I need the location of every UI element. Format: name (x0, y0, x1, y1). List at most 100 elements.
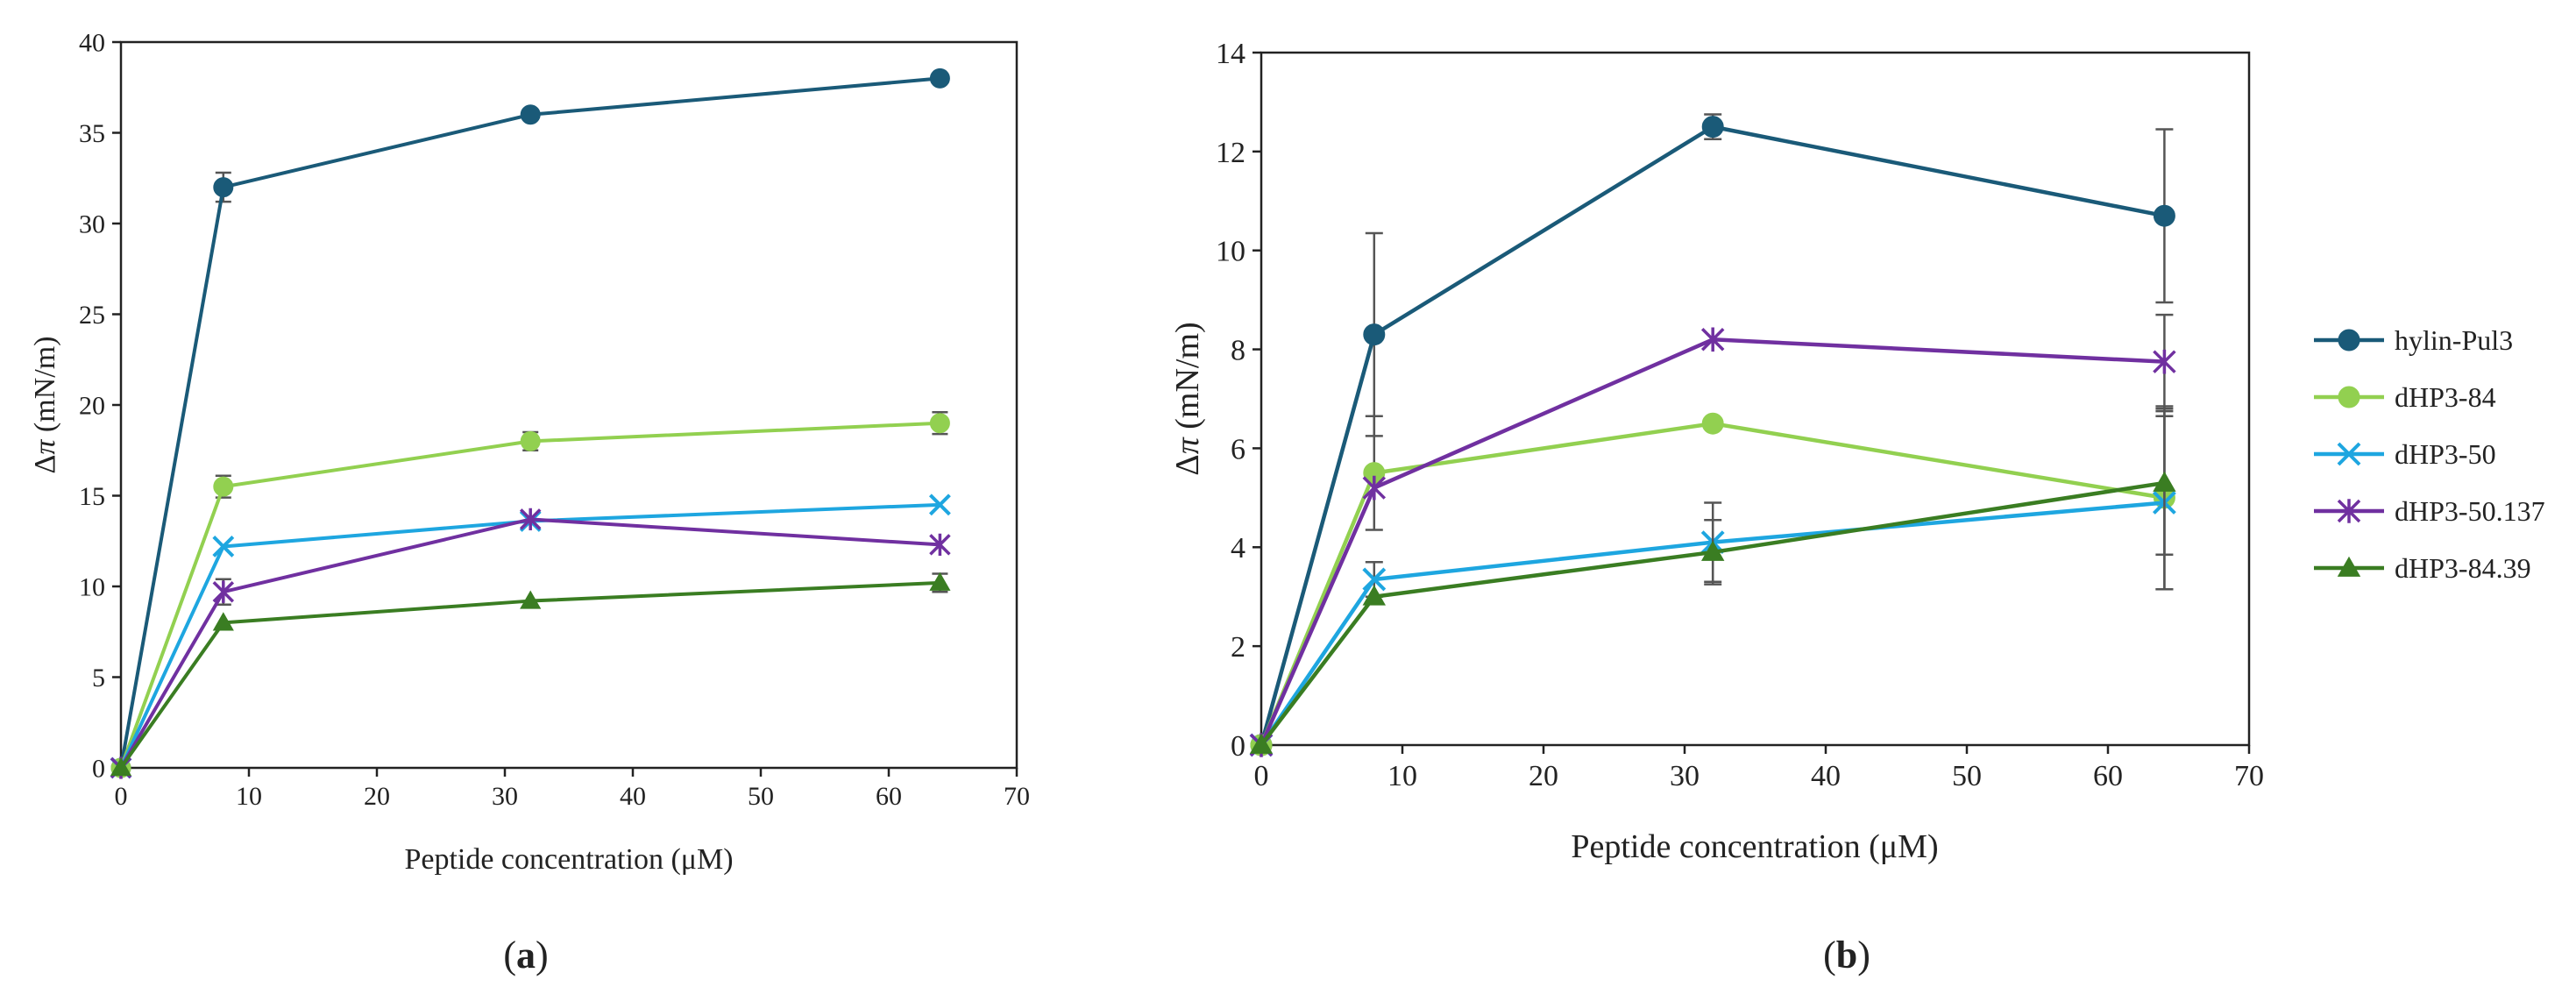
y-axis-label-pi-b: π (1169, 437, 1206, 454)
y-axis-label-pi-a: π (29, 439, 61, 455)
data-point-marker (213, 476, 234, 497)
y-tick-label: 6 (1231, 433, 1245, 465)
series-line (119, 517, 940, 770)
legend-item: dHP3-50 (2314, 438, 2496, 470)
chart-panel-b: 0 10 20 30 40 50 60 70 0 2 4 6 8 10 12 14 Peptide conce… (1169, 38, 2264, 976)
data-point-marker (929, 67, 950, 89)
x-tick-label: 40 (1811, 760, 1841, 792)
data-point-marker (2153, 204, 2175, 227)
data-point-marker (1362, 475, 1387, 501)
y-tick-label: 25 (79, 301, 105, 330)
data-point-marker (928, 494, 951, 516)
legend-label: dHP3-50 (2395, 438, 2496, 470)
data-point-marker (110, 756, 132, 777)
y-tick-label: 40 (79, 29, 105, 58)
series-line (119, 502, 940, 769)
legend-label: dHP3-84 (2395, 381, 2496, 413)
axis-ticks-a: 0 10 20 30 40 50 60 70 0 5 10 15 20 25 30 35 40 (79, 29, 1030, 812)
data-point-marker (2153, 471, 2176, 492)
y-tick-label: 0 (1231, 730, 1245, 763)
series-hylin-Pul3 (1250, 113, 2175, 756)
x-tick-label: 30 (1670, 760, 1700, 792)
data-point-marker (929, 413, 950, 434)
y-axis-label-a: Δπ (mN/m) (29, 337, 61, 474)
y-axis-label-b: Δπ (mN/m) (1169, 322, 1206, 475)
data-point-marker (1700, 327, 1725, 352)
plot-area-frame-a (119, 40, 1018, 770)
data-point-marker (1362, 567, 1387, 592)
data-point-marker (1363, 323, 1386, 346)
y-tick-label: 30 (79, 210, 105, 239)
x-axis-label-a: Peptide concentration (μM) (404, 843, 733, 876)
y-tick-label: 10 (1216, 236, 1245, 268)
data-point-marker (1362, 585, 1386, 606)
y-axis-label-delta-b: Δ (1169, 454, 1206, 475)
series-line (1259, 337, 2165, 746)
legend-swatch-marker (2338, 386, 2360, 408)
x-tick-label: 50 (1952, 760, 1982, 792)
legend-item: hylin-Pul3 (2314, 324, 2513, 356)
y-tick-label: 15 (79, 482, 105, 511)
series-hylin-Pul3 (110, 67, 950, 778)
series-group-a (110, 67, 951, 779)
data-point-marker (1701, 412, 1724, 435)
data-point-marker (519, 508, 542, 531)
series-line (1260, 480, 2165, 747)
series-dHP3-84.39 (110, 572, 951, 777)
y-tick-label: 2 (1231, 631, 1245, 664)
x-tick-label: 0 (115, 782, 128, 811)
data-point-marker (929, 572, 951, 591)
axis-ticks-b: 0 10 20 30 40 50 60 70 0 2 4 6 8 10 12 14 (1216, 38, 2264, 792)
series-line (1260, 501, 2165, 747)
data-point-marker (213, 177, 234, 198)
y-tick-label: 5 (92, 664, 105, 692)
x-tick-label: 0 (1254, 760, 1269, 792)
legend-label: dHP3-84.39 (2395, 552, 2531, 584)
x-tick-label: 70 (1004, 782, 1030, 811)
data-point-marker (929, 533, 951, 557)
x-tick-label: 30 (492, 782, 518, 811)
x-tick-label: 10 (1387, 760, 1417, 792)
series-dHP3-84.39 (1249, 409, 2176, 754)
y-axis-label-delta-a: Δ (29, 455, 61, 474)
y-axis-label-unit-b: (mN/m) (1169, 322, 1206, 437)
chart-panel-a: 0 10 20 30 40 50 60 70 0 5 10 15 20 25 30 35 40 Peptide … (29, 29, 1030, 977)
y-tick-label: 0 (92, 755, 105, 784)
x-tick-label: 50 (748, 782, 774, 811)
series-group-b (1249, 113, 2176, 757)
x-tick-label: 60 (2093, 760, 2123, 792)
x-tick-label: 70 (2234, 760, 2264, 792)
legend-swatch-marker (2337, 556, 2361, 577)
legend-item: dHP3-84 (2314, 381, 2496, 413)
panel-label-b-letter: b (1836, 934, 1857, 976)
panel-label-b-open: ( (1823, 934, 1836, 976)
series-line (1259, 421, 2165, 746)
data-point-marker (520, 590, 542, 609)
x-axis-label-b: Peptide concentration (μM) (1571, 828, 1938, 865)
legend-label: hylin-Pul3 (2395, 324, 2513, 356)
data-point-marker (1701, 116, 1724, 138)
data-point-marker (212, 580, 235, 603)
panel-label-a-letter: a (516, 934, 536, 976)
data-point-marker (520, 104, 541, 125)
legend-swatch-marker (2338, 329, 2360, 351)
data-point-marker (1701, 540, 1725, 561)
y-tick-label: 8 (1231, 334, 1245, 366)
y-tick-label: 35 (79, 119, 105, 148)
plot-area-frame-b (1260, 51, 2251, 747)
legend-swatch-marker (2337, 499, 2361, 523)
series-line (119, 421, 940, 769)
series-line (119, 76, 940, 769)
legend-label: dHP3-50.137 (2395, 495, 2545, 527)
y-tick-label: 12 (1216, 137, 1245, 169)
data-point-marker (1249, 733, 1274, 754)
panel-label-b-close: ) (1857, 934, 1870, 976)
data-point-marker (2153, 349, 2176, 374)
panel-label-a-close: ) (536, 934, 549, 976)
x-tick-label: 10 (236, 782, 262, 811)
series-dHP3-50 (1249, 415, 2176, 757)
legend-swatch-marker (2337, 442, 2361, 466)
y-tick-label: 20 (79, 392, 105, 421)
y-tick-label: 14 (1216, 38, 1245, 70)
